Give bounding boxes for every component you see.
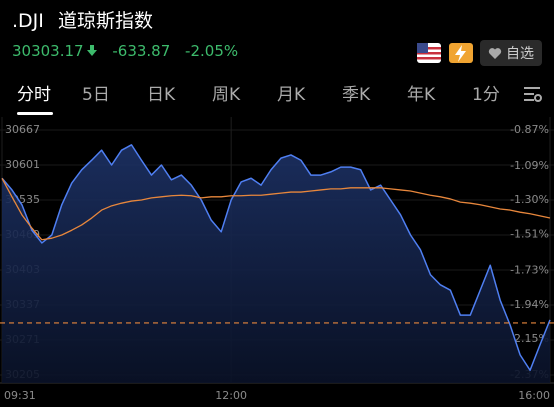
x-tick-label: 09:31 (4, 389, 36, 402)
tab[interactable]: 季K (342, 85, 371, 105)
chart: 3020530271303373040330469305353060130667… (0, 117, 554, 402)
y2-tick-label: -1.94% (510, 298, 549, 311)
change: -633.87 (112, 42, 171, 60)
tab[interactable]: 周K (212, 85, 241, 105)
lightning-icon[interactable] (448, 41, 474, 65)
y2-tick-label: -1.73% (510, 263, 549, 276)
icon-bar: 自选 (416, 40, 542, 66)
change-pct: -2.05% (185, 42, 239, 60)
symbol: .DJI (12, 10, 44, 32)
y2-tick-label: -0.87% (510, 123, 549, 136)
y-tick-label: 30667 (5, 123, 40, 136)
tab[interactable]: 年K (407, 85, 436, 105)
tab[interactable]: 月K (277, 85, 306, 105)
price-line (1, 144, 551, 371)
menu-icon[interactable] (522, 84, 544, 104)
y2-tick-label: -1.09% (510, 159, 549, 172)
heart-icon (488, 47, 502, 59)
tab[interactable]: 分时 (0, 80, 65, 116)
quote: 30303.17 -633.87 -2.05% (12, 42, 248, 60)
header: .DJI 道琼斯指数 (12, 6, 161, 33)
x-tick-label: 16:00 (518, 389, 550, 402)
tab[interactable]: 1分 (472, 85, 500, 105)
tab[interactable]: 日K (147, 85, 176, 105)
down-arrow (86, 45, 97, 56)
price: 30303.17 (12, 42, 84, 60)
y2-tick-label: -2.15% (510, 332, 549, 345)
y2-tick-label: -1.30% (510, 193, 549, 206)
watch-label: 自选 (506, 46, 534, 62)
watch-button[interactable]: 自选 (480, 40, 542, 66)
average-line (1, 177, 551, 241)
x-tick-label: 12:00 (215, 389, 247, 402)
flag-icon[interactable] (416, 41, 442, 65)
y2-tick-label: -1.51% (510, 228, 549, 241)
tab-bar: 分时 5日 日K 周K 月K 季K 年K 1分 (0, 80, 554, 116)
tab[interactable]: 5日 (82, 85, 110, 105)
index-name: 道琼斯指数 (57, 10, 153, 32)
area-fill (2, 144, 550, 383)
y-tick-label: 30601 (5, 158, 40, 171)
